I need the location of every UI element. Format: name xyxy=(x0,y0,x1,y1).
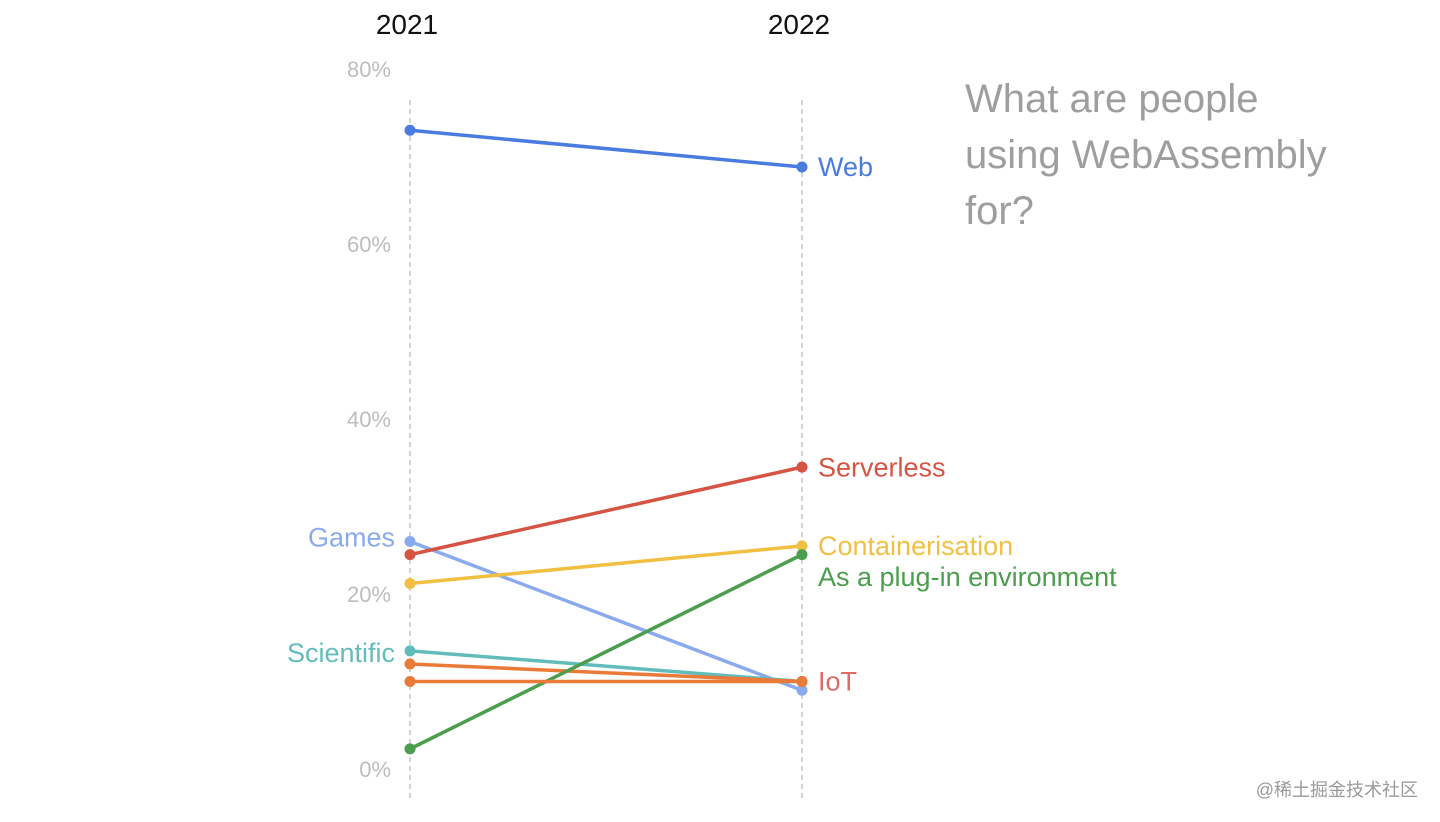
data-point-containerisation-2021 xyxy=(404,578,416,589)
data-point-as-a-plug-in-environment-2021 xyxy=(404,743,416,755)
data-point-iot-2021 xyxy=(404,676,416,687)
data-point-web-2022 xyxy=(796,161,808,173)
series-line-series-6 xyxy=(408,662,804,684)
series-label-games: Games xyxy=(308,523,395,553)
data-point-serverless-2021 xyxy=(404,549,416,561)
data-point-series-6-2021 xyxy=(404,658,416,670)
series-label-as-a-plug-in-environment: As a plug-in environment xyxy=(818,562,1117,592)
series-points xyxy=(404,124,808,755)
data-point-containerisation-2022 xyxy=(796,540,808,552)
data-point-scientific-2021 xyxy=(404,645,416,657)
series-line-containerisation xyxy=(408,544,804,586)
y-tick-label-60: 60% xyxy=(347,232,391,257)
y-tick-label-20: 20% xyxy=(347,582,391,607)
data-point-games-2021 xyxy=(404,536,416,547)
data-point-iot-2022 xyxy=(796,676,808,687)
data-point-web-2021 xyxy=(404,124,416,136)
y-axis-tick-labels: 0% 20% 40% 60% 80% xyxy=(347,57,391,782)
series-line-serverless xyxy=(408,465,804,557)
data-point-as-a-plug-in-environment-2022 xyxy=(796,549,808,561)
series-label-web: Web xyxy=(818,152,873,182)
chart-title-line-1: What are people xyxy=(965,77,1259,121)
data-point-serverless-2022 xyxy=(796,461,808,473)
y-tick-label-80: 80% xyxy=(347,57,391,82)
x-axis-year-labels: 2021 2022 xyxy=(376,9,830,40)
data-point-games-2022 xyxy=(796,684,808,696)
chart-title: What are people using WebAssembly for? xyxy=(965,77,1338,233)
y-tick-label-40: 40% xyxy=(347,407,391,432)
series-label-iot: IoT xyxy=(818,667,857,697)
x-tick-label-2021: 2021 xyxy=(376,9,438,40)
chart-title-line-2: using WebAssembly xyxy=(965,133,1327,177)
series-line-as-a-plug-in-environment xyxy=(408,552,804,751)
x-tick-label-2022: 2022 xyxy=(768,9,830,40)
series-label-scientific: Scientific xyxy=(287,638,395,668)
series-lines xyxy=(408,128,804,751)
year-guide-lines xyxy=(409,100,803,800)
series-line-scientific xyxy=(408,649,804,684)
series-labels: Web Games Serverless Containerisation Scient… xyxy=(287,152,1117,697)
y-tick-label-0: 0% xyxy=(359,757,391,782)
series-label-containerisation: Containerisation xyxy=(818,531,1013,561)
series-line-games xyxy=(408,539,804,692)
series-label-serverless: Serverless xyxy=(818,452,946,482)
chart-title-line-3: for? xyxy=(965,189,1034,233)
series-line-web xyxy=(408,128,804,169)
watermark-text: @稀土掘金技术社区 xyxy=(1256,780,1418,800)
